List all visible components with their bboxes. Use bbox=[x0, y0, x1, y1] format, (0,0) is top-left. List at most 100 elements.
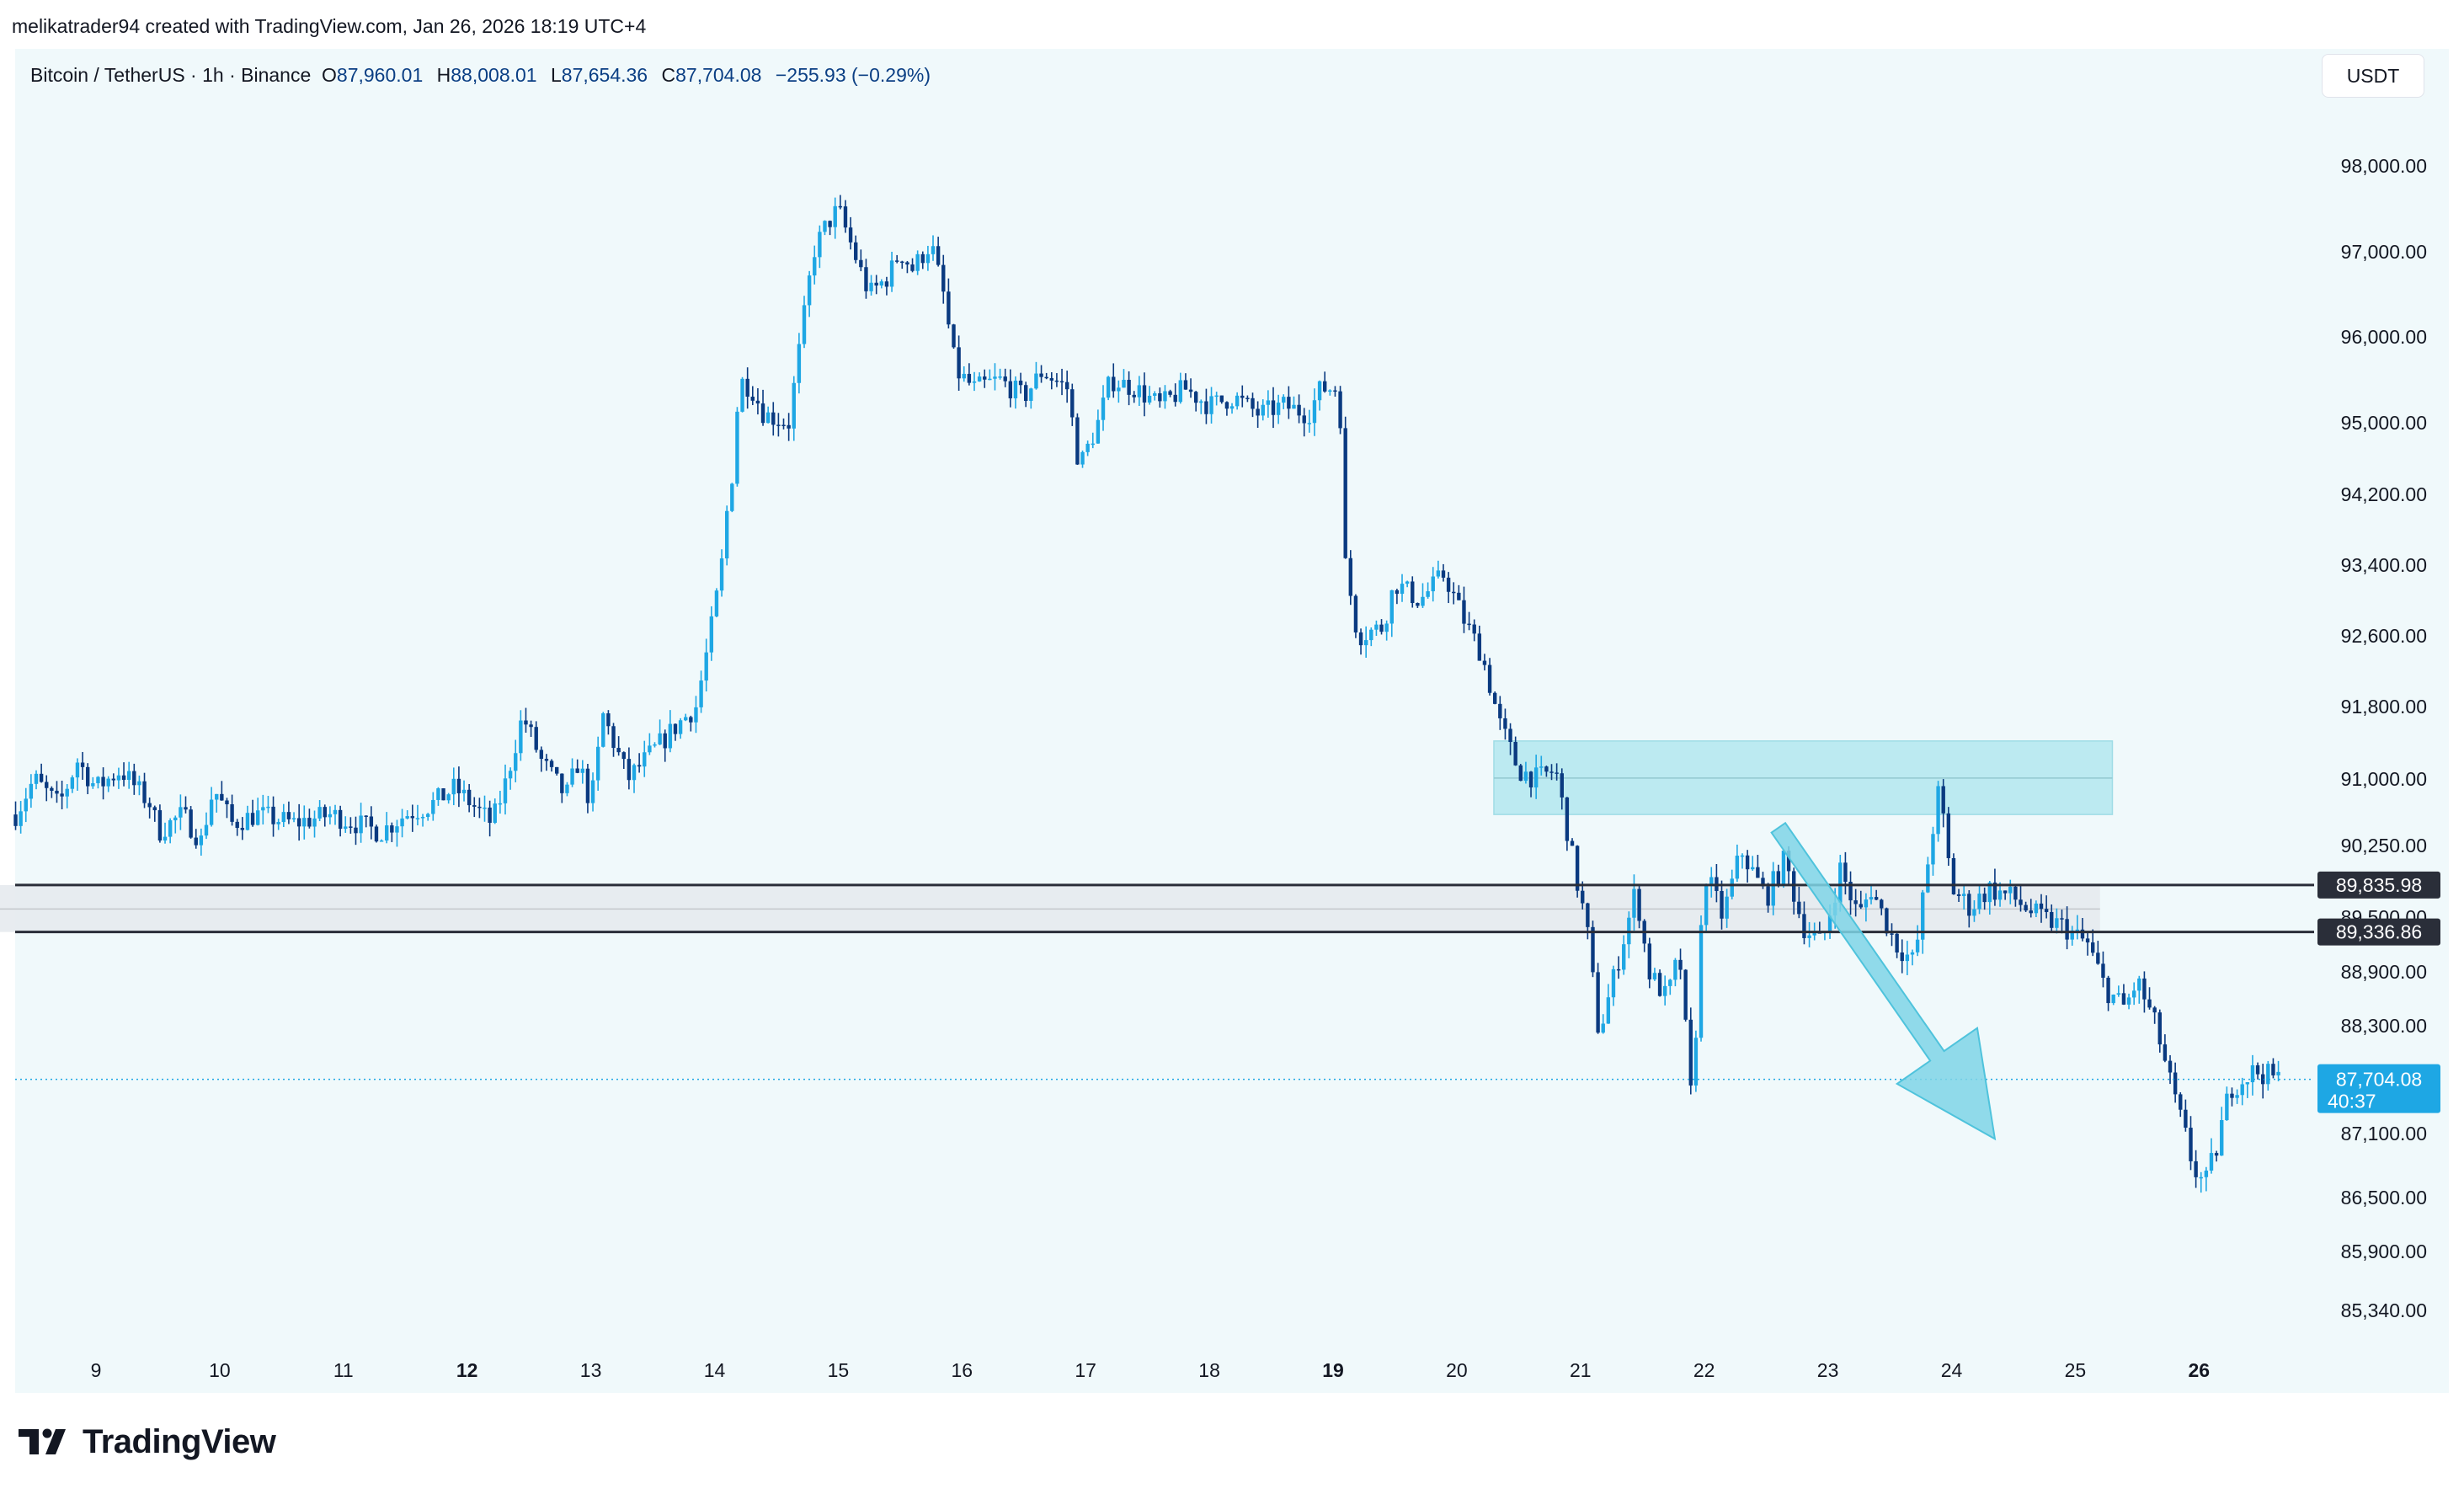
candle-body bbox=[534, 727, 538, 750]
candle-body bbox=[2157, 1012, 2162, 1045]
candle-body bbox=[709, 616, 714, 653]
candle-body bbox=[255, 810, 260, 825]
candle-body bbox=[65, 788, 69, 797]
chart-pane[interactable] bbox=[15, 49, 2449, 1393]
candle-body bbox=[1704, 884, 1709, 926]
candle-body bbox=[1363, 640, 1368, 646]
candle-body bbox=[1091, 443, 1095, 446]
candle-body bbox=[441, 788, 445, 801]
candle-body bbox=[719, 558, 724, 591]
candle-body bbox=[1792, 871, 1796, 902]
tradingview-logo[interactable]: TradingView bbox=[19, 1423, 276, 1460]
candle-body bbox=[2266, 1064, 2270, 1085]
candle-body bbox=[344, 826, 348, 830]
candle-body bbox=[699, 680, 703, 707]
candle-body bbox=[781, 424, 786, 427]
candle-body bbox=[2106, 977, 2110, 1004]
candle-body bbox=[668, 723, 673, 749]
current-price-tag bbox=[2317, 1064, 2440, 1113]
candle-body bbox=[560, 773, 564, 793]
candle-body bbox=[658, 733, 662, 744]
candle-body bbox=[519, 720, 523, 754]
candle-body bbox=[1472, 624, 1476, 634]
candle-body bbox=[1622, 944, 1626, 970]
candle-body bbox=[1848, 882, 1853, 901]
time-tick-label: 20 bbox=[1446, 1359, 1468, 1381]
candle-body bbox=[637, 765, 642, 767]
candle-body bbox=[296, 818, 301, 827]
candle-body bbox=[1446, 577, 1451, 592]
candle-body bbox=[694, 707, 698, 723]
candle-body bbox=[1591, 926, 1595, 973]
candle-body bbox=[673, 723, 678, 734]
price-tick-label: 86,500.00 bbox=[2341, 1187, 2427, 1209]
candle-body bbox=[461, 789, 467, 793]
candle-body bbox=[787, 424, 791, 429]
candle-body bbox=[684, 717, 688, 721]
candle-body bbox=[915, 253, 920, 271]
candle-body bbox=[359, 815, 363, 834]
candle-body bbox=[1085, 443, 1090, 452]
candle-body bbox=[116, 775, 121, 781]
candle-body bbox=[1606, 997, 1611, 1024]
candle-body bbox=[2121, 993, 2126, 1005]
candles-layer bbox=[13, 195, 2280, 1193]
candle-body bbox=[1533, 767, 1539, 788]
bar-countdown: 40:37 bbox=[2328, 1091, 2376, 1112]
candle-body bbox=[1307, 423, 1312, 424]
candle-body bbox=[425, 814, 430, 818]
candle-body bbox=[595, 746, 600, 781]
candle-body bbox=[2101, 963, 2105, 978]
candle-body bbox=[1972, 909, 1976, 916]
candle-body bbox=[1570, 840, 1575, 846]
candle-body bbox=[621, 752, 626, 760]
candle-body bbox=[1080, 451, 1085, 465]
candle-body bbox=[405, 816, 409, 819]
price-tick-label: 88,900.00 bbox=[2341, 961, 2427, 983]
candle-body bbox=[477, 806, 482, 808]
candle-body bbox=[632, 765, 637, 781]
candle-body bbox=[1885, 908, 1889, 934]
candle-body bbox=[910, 264, 915, 271]
candle-body bbox=[884, 281, 889, 287]
candle-body bbox=[1431, 576, 1435, 592]
candle-body bbox=[1853, 900, 1858, 904]
candle-body bbox=[1487, 664, 1492, 693]
candle-body bbox=[2075, 929, 2080, 931]
candle-body bbox=[905, 262, 909, 265]
candle-body bbox=[1374, 624, 1379, 630]
candle-body bbox=[1575, 846, 1580, 891]
symbol-name: Bitcoin / TetherUS · 1h · Binance bbox=[30, 64, 312, 86]
candle-body bbox=[420, 817, 425, 819]
candle-body bbox=[1961, 894, 1966, 896]
candle-body bbox=[2168, 1060, 2173, 1073]
candle-body bbox=[1271, 400, 1276, 415]
tradingview-logo-icon bbox=[19, 1428, 66, 1454]
price-tick-label: 85,340.00 bbox=[2341, 1299, 2427, 1321]
candle-body bbox=[678, 720, 683, 734]
currency-button[interactable]: USDT bbox=[2322, 54, 2424, 98]
candle-body bbox=[869, 282, 873, 291]
high-value: 88,008.01 bbox=[451, 64, 537, 86]
candle-body bbox=[1766, 886, 1770, 906]
candle-body bbox=[271, 806, 275, 824]
candle-body bbox=[1956, 894, 1961, 896]
candle-body bbox=[374, 826, 379, 842]
candle-body bbox=[1023, 385, 1028, 402]
candle-body bbox=[2199, 1177, 2203, 1179]
candle-body bbox=[431, 799, 435, 814]
price-tick-label: 94,200.00 bbox=[2341, 483, 2427, 505]
candle-body bbox=[1997, 890, 2003, 900]
candle-body bbox=[1353, 595, 1358, 632]
time-tick-label: 25 bbox=[2065, 1359, 2087, 1381]
candle-body bbox=[1013, 380, 1018, 399]
candle-body bbox=[2194, 1161, 2198, 1177]
candle-body bbox=[972, 381, 977, 383]
candle-body bbox=[1199, 401, 1203, 403]
candle-body bbox=[1673, 959, 1677, 980]
candle-body bbox=[34, 773, 39, 784]
candle-body bbox=[1807, 935, 1811, 938]
candle-body bbox=[616, 748, 621, 753]
candle-body bbox=[503, 778, 508, 803]
